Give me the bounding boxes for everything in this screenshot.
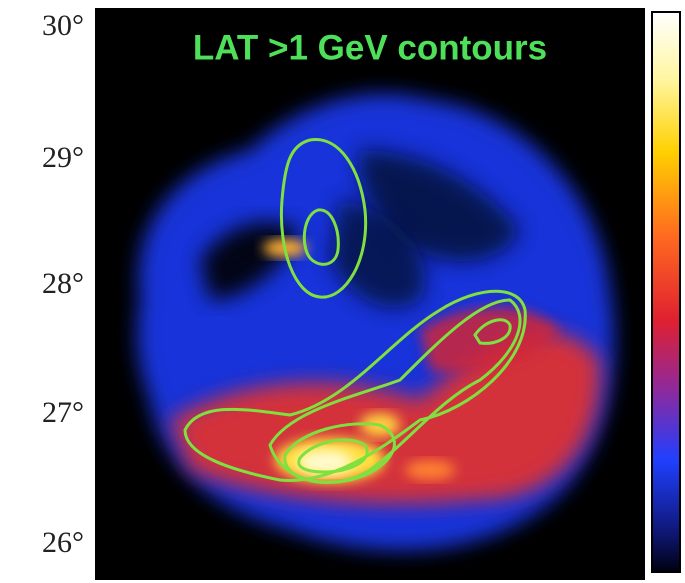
y-tick-label: 27° <box>42 396 84 429</box>
title: LAT >1 GeV contours <box>193 28 547 67</box>
page: LAT >1 GeV contours 30° 29° 28° 27° 26° … <box>0 0 685 583</box>
sky-map-figure: LAT >1 GeV contours 30° 29° 28° 27° 26° <box>0 0 685 583</box>
colorbar <box>652 12 680 572</box>
y-tick-label: 30° <box>42 9 84 42</box>
y-tick-label: 29° <box>42 141 84 174</box>
y-tick-label: 28° <box>42 267 84 300</box>
y-tick-label: 26° <box>42 526 84 559</box>
